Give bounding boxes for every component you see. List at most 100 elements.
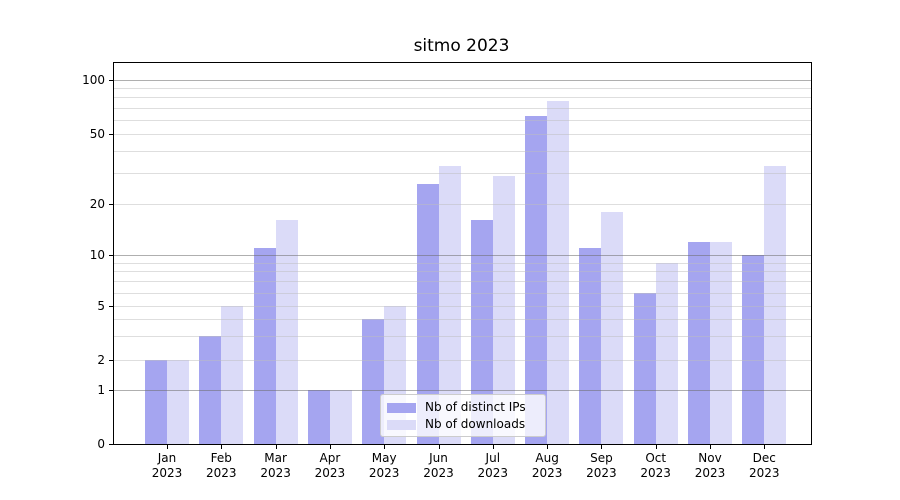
x-tick-year: 2023 [260,466,291,480]
x-tick-label-jun: Jun 2023 [409,451,469,481]
x-tick-label-may: May 2023 [354,451,414,481]
legend: Nb of distinct IPs Nb of downloads [380,394,546,437]
x-tick-month: Jun [429,451,448,465]
x-tick-jul [492,444,494,449]
x-tick-label-mar: Mar 2023 [246,451,306,481]
x-tick-jun [438,444,440,449]
gridline-minor-70 [114,107,811,109]
x-tick-label-sep: Sep 2023 [571,451,631,481]
x-tick-oct [655,444,657,449]
y-tick-100 [109,80,114,81]
bar-distinct-ips-oct [633,292,656,444]
bar-distinct-ips-mar [253,248,276,444]
x-tick-year: 2023 [749,466,780,480]
bar-distinct-ips-jul [470,220,493,444]
x-tick-year: 2023 [531,466,563,480]
bar-downloads-nov [710,241,732,444]
bar-distinct-ips-nov [688,241,710,444]
x-tick-month: Oct [645,451,667,465]
x-tick-month: Jul [485,451,501,465]
gridline-minor-20 [114,204,811,205]
plot-area: 0 1 2 5 10 20 50 100 Jan 2023 Feb 2023 Mar 2023 Apr 202… [82,62,812,480]
gridline-minor-50 [114,134,811,135]
bar-distinct-ips-jan [145,360,167,444]
x-tick-month: Aug [535,451,559,465]
gridline-minor-6 [114,292,811,294]
x-tick-label-jan: Jan 2023 [137,451,197,481]
gridline-minor-80 [114,97,811,99]
x-tick-month: Apr [319,451,341,465]
x-tick-label-aug: Aug 2023 [517,451,577,481]
x-tick-month: Feb [210,451,232,465]
y-tick-label-20: 20 [89,197,105,211]
x-tick-feb [221,444,223,449]
gridline-major-1 [114,390,811,391]
y-tick-0 [109,444,114,445]
x-tick-label-apr: Apr 2023 [300,451,360,481]
x-tick-sep [601,444,603,449]
gridline-minor-7 [114,281,811,283]
x-tick-label-feb: Feb 2023 [191,451,251,481]
x-tick-nov [710,444,711,449]
bar-downloads-aug [547,101,570,444]
bar-downloads-sep [601,211,624,444]
gridline-minor-4 [114,319,811,321]
y-tick-5 [109,306,114,307]
legend-swatch-distinct-ips [387,402,416,413]
bar-distinct-ips-sep [579,248,602,444]
x-tick-year: 2023 [586,466,617,480]
bar-distinct-ips-aug [525,116,548,444]
x-tick-month: Jan [157,451,177,465]
x-tick-month: Mar [264,451,287,465]
x-tick-label-nov: Nov 2023 [680,451,740,481]
bar-downloads-jul [492,175,515,444]
legend-item-downloads: Nb of downloads [387,416,539,433]
y-tick-label-5: 5 [97,299,105,313]
y-tick-label-1: 1 [97,383,105,397]
x-tick-mar [275,444,277,449]
legend-swatch-downloads [387,419,416,430]
x-tick-year: 2023 [151,466,183,480]
bar-downloads-oct [655,262,678,444]
x-tick-month: Sep [590,451,613,465]
x-tick-year: 2023 [423,466,454,480]
x-tick-dec [764,444,766,449]
legend-item-distinct-ips: Nb of distinct IPs [387,399,539,416]
bar-distinct-ips-jun [416,183,439,444]
x-tick-apr [329,444,331,449]
gridline-minor-90 [114,88,811,90]
x-tick-aug [547,444,549,449]
bar-distinct-ips-may [362,319,385,444]
x-tick-may [384,444,386,449]
gridline-minor-60 [114,119,811,121]
y-tick-10 [109,255,114,256]
bar-downloads-dec [764,165,787,444]
x-tick-jan [167,444,168,449]
x-tick-year: 2023 [694,466,726,480]
y-tick-label-0: 0 [97,437,105,451]
y-tick-1 [109,390,114,391]
bar-distinct-ips-apr [307,390,330,444]
bar-downloads-mar [275,220,298,444]
gridline-minor-5 [114,306,811,307]
gridline-minor-3 [114,336,811,338]
gridline-minor-9 [114,262,811,264]
x-tick-year: 2023 [206,466,237,480]
gridline-minor-2 [114,360,811,361]
x-tick-year: 2023 [640,466,671,480]
x-tick-year: 2023 [477,466,509,480]
x-tick-month: May [371,451,397,465]
x-tick-year: 2023 [314,466,346,480]
x-tick-label-dec: Dec 2023 [734,451,794,481]
gridline-major-100 [114,80,811,81]
x-tick-label-jul: Jul 2023 [463,451,523,481]
x-tick-month: Nov [698,451,722,465]
y-tick-label-100: 100 [82,73,105,87]
gridline-minor-30 [114,173,811,175]
y-tick-label-50: 50 [89,127,105,141]
bar-downloads-jun [438,165,461,444]
y-tick-label-2: 2 [97,353,105,367]
x-tick-label-oct: Oct 2023 [626,451,686,481]
y-tick-label-10: 10 [89,248,105,262]
